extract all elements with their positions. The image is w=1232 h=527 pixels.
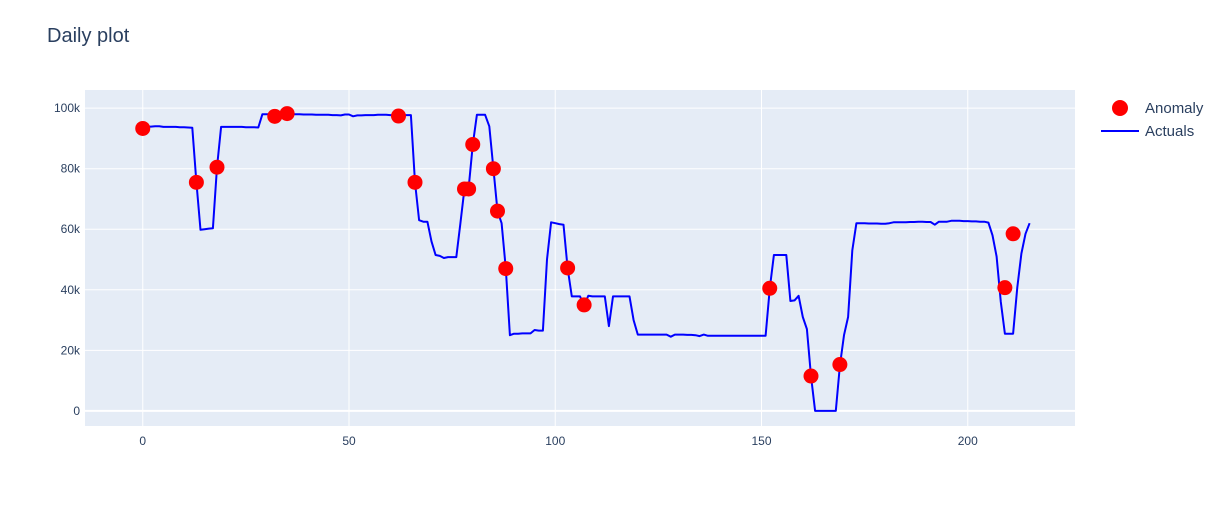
y-tick-label: 40k: [61, 283, 81, 297]
legend[interactable]: Anomaly Actuals: [1101, 100, 1204, 140]
y-tick-label: 100k: [54, 101, 81, 115]
legend-marker-anomaly: [1112, 100, 1128, 116]
anomaly-point[interactable]: [267, 108, 283, 124]
legend-label: Anomaly: [1145, 100, 1204, 117]
anomaly-point[interactable]: [997, 280, 1013, 296]
y-tick-label: 60k: [61, 222, 81, 236]
plot-area: [85, 90, 1075, 426]
anomaly-point[interactable]: [1005, 226, 1021, 242]
anomaly-point[interactable]: [803, 368, 819, 384]
anomaly-point[interactable]: [832, 357, 848, 373]
anomaly-point[interactable]: [485, 161, 501, 177]
series-layer: [135, 106, 1031, 412]
anomaly-point[interactable]: [490, 203, 505, 219]
anomaly-point[interactable]: [576, 297, 592, 313]
x-tick-label: 150: [751, 434, 771, 448]
anomaly-point[interactable]: [188, 174, 204, 190]
x-tick-label: 100: [545, 434, 565, 448]
legend-label: Actuals: [1145, 123, 1194, 140]
legend-item-anomaly[interactable]: Anomaly: [1112, 100, 1204, 117]
x-tick-label: 200: [958, 434, 978, 448]
anomaly-point[interactable]: [279, 106, 295, 122]
anomaly-point[interactable]: [135, 120, 151, 136]
y-tick-label: 0: [73, 404, 80, 418]
anomaly-point[interactable]: [498, 261, 514, 277]
chart-title: Daily plot: [47, 25, 130, 47]
grid-lines: [85, 90, 1075, 426]
y-axis: 0 20k 40k 60k 80k 100k: [54, 101, 81, 418]
y-tick-label: 20k: [61, 343, 81, 357]
x-tick-label: 50: [342, 434, 356, 448]
anomaly-point[interactable]: [407, 174, 423, 190]
plot-background: [85, 90, 1075, 426]
anomaly-point[interactable]: [762, 280, 778, 296]
anomaly-point[interactable]: [391, 108, 406, 124]
x-tick-label: 0: [139, 434, 146, 448]
y-tick-label: 80k: [61, 162, 81, 176]
anomaly-point[interactable]: [465, 136, 481, 152]
anomaly-point[interactable]: [560, 260, 576, 276]
anomaly-point[interactable]: [461, 181, 477, 197]
anomaly-point[interactable]: [209, 159, 225, 175]
x-axis: 0 50 100 150 200: [139, 434, 978, 448]
legend-item-actuals[interactable]: Actuals: [1101, 123, 1194, 140]
